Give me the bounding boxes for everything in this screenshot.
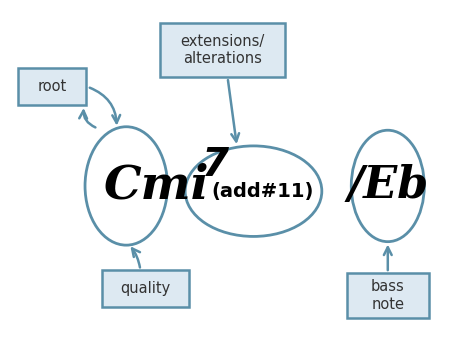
- Text: /Eb: /Eb: [347, 165, 428, 207]
- FancyBboxPatch shape: [346, 273, 429, 318]
- Text: root: root: [37, 79, 66, 94]
- Text: extensions/
alterations: extensions/ alterations: [181, 34, 265, 66]
- FancyBboxPatch shape: [18, 68, 86, 105]
- Text: bass
note: bass note: [371, 279, 405, 312]
- FancyBboxPatch shape: [160, 23, 285, 77]
- Text: 7: 7: [202, 146, 229, 184]
- Text: (add#11): (add#11): [212, 182, 314, 201]
- FancyBboxPatch shape: [101, 270, 189, 307]
- Text: Cmi: Cmi: [104, 163, 210, 209]
- Text: quality: quality: [120, 281, 170, 296]
